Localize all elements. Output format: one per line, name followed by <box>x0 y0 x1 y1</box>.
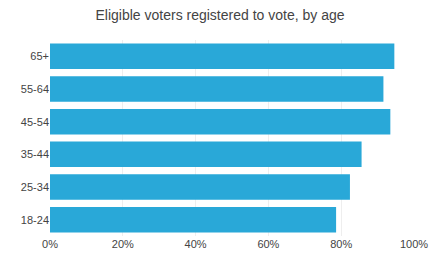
svg-text:40%: 40% <box>185 238 207 250</box>
svg-text:20%: 20% <box>112 238 134 250</box>
svg-text:35-44: 35-44 <box>21 148 49 160</box>
svg-text:25-34: 25-34 <box>21 181 49 193</box>
svg-text:80%: 80% <box>330 238 352 250</box>
svg-text:0%: 0% <box>42 238 58 250</box>
svg-text:55-64: 55-64 <box>21 83 49 95</box>
svg-text:60%: 60% <box>257 238 279 250</box>
svg-text:100%: 100% <box>400 238 428 250</box>
svg-text:65+: 65+ <box>30 50 49 62</box>
svg-text:45-54: 45-54 <box>21 116 49 128</box>
svg-text:Eligible voters registered to: Eligible voters registered to vote, by a… <box>95 7 344 23</box>
svg-text:18-24: 18-24 <box>21 214 49 226</box>
